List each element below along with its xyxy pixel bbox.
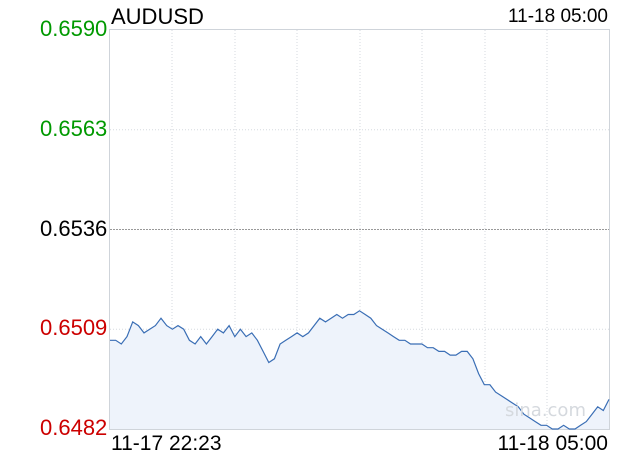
x-start-label: 11-17 22:23 (111, 432, 222, 455)
y-tick-label-4: 0.6482 (40, 415, 108, 440)
price-area (110, 310, 609, 429)
timestamp: 11-18 05:00 (507, 6, 608, 27)
x-end-label: 11-18 05:00 (497, 432, 608, 455)
price-line (110, 310, 610, 430)
y-tick-label-0: 0.6590 (40, 16, 108, 41)
y-tick-label-1: 0.6563 (40, 115, 108, 141)
plot-frame (109, 29, 610, 430)
y-tick-label-3: 0.6509 (40, 315, 108, 341)
y-tick-label-2: 0.6536 (40, 215, 108, 241)
chart-title: AUDUSD (111, 4, 204, 29)
sina-watermark: sina.com (505, 400, 586, 421)
vertical-grid (171, 30, 548, 429)
